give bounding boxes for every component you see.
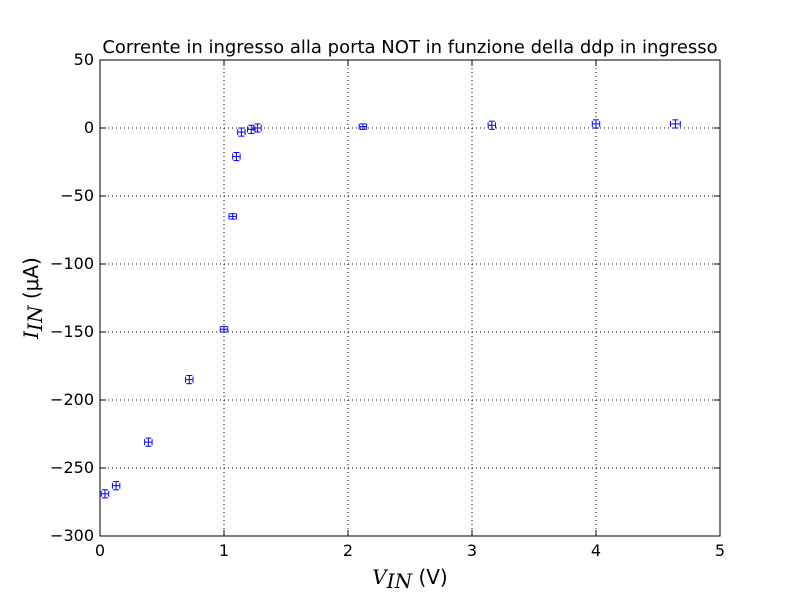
y-tick-label: 0 (84, 118, 94, 137)
x-tick-label: 5 (715, 541, 725, 560)
chart-title: Corrente in ingresso alla porta NOT in f… (102, 37, 717, 58)
y-axis-label-subscript: IN (23, 304, 47, 332)
x-tick-label: 0 (95, 541, 105, 560)
x-tick-label: 2 (343, 541, 353, 560)
data-point (144, 437, 153, 447)
x-axis-label-symbol: V (372, 565, 389, 589)
data-point (237, 127, 246, 137)
tick-labels: 0 1 2 3 4 5 −300 −250 −200 −150 −100 −50 0 50 (50, 50, 725, 560)
data-point (228, 213, 237, 220)
y-tick-label: −200 (50, 390, 94, 409)
y-tick-label: −300 (50, 526, 94, 545)
data-point (253, 123, 262, 133)
plot-frame (99, 59, 721, 537)
data-point (487, 120, 497, 130)
y-tick-label: −50 (60, 186, 94, 205)
x-tick-label: 3 (467, 541, 477, 560)
y-axis-label: IIN (μA) (19, 257, 47, 340)
data-point (100, 489, 110, 499)
x-axis-label-unit: (V) (412, 565, 448, 589)
data-point (358, 123, 368, 130)
data-point (185, 375, 194, 385)
data-point (669, 119, 681, 129)
x-axis-label: VIN (V) (372, 565, 448, 593)
x-axis-label-subscript: IN (386, 569, 414, 593)
y-tick-label: −150 (50, 322, 94, 341)
x-tick-label: 1 (219, 541, 229, 560)
grid-lines (100, 60, 720, 536)
y-axis-label-unit: (μA) (19, 257, 43, 305)
y-tick-label: 50 (74, 50, 94, 69)
data-point (111, 481, 121, 491)
data-point (232, 151, 241, 162)
data-point (591, 119, 601, 129)
y-axis-label-symbol: I (19, 330, 43, 340)
data-point (219, 326, 229, 333)
data-points (100, 119, 681, 499)
x-tick-label: 4 (591, 541, 601, 560)
y-tick-label: −250 (50, 458, 94, 477)
y-tick-label: −100 (50, 254, 94, 273)
